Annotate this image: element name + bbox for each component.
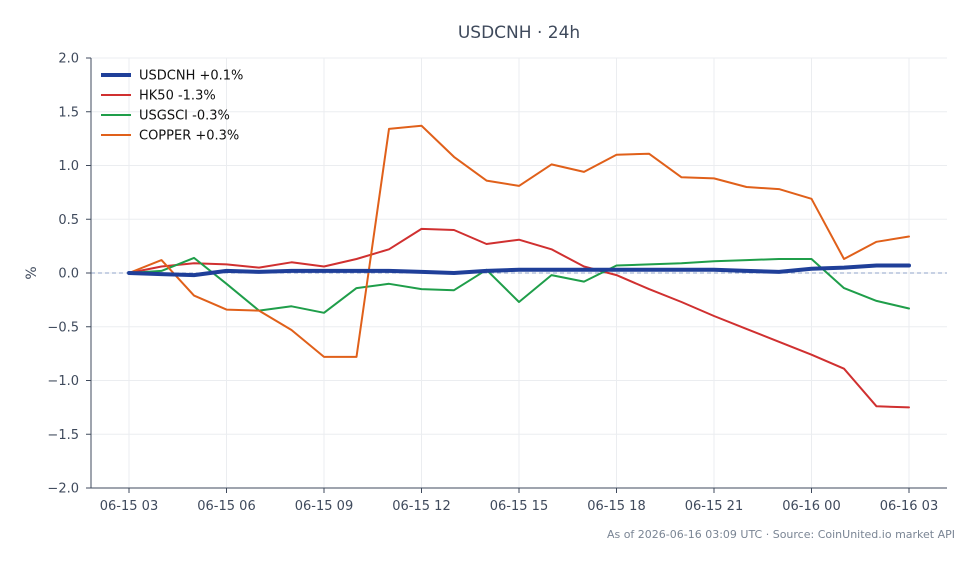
x-tick-label: 06-15 18 (587, 499, 645, 514)
y-axis-ticks: 2.0 1.5 1.0 0.5 0.0 −0.5 −1.0 −1.5 −2.0 (47, 52, 91, 497)
chart-title: USDCNH · 24h (458, 23, 580, 43)
legend: USDCNH +0.1% HK50 -1.3% USGSCI -0.3% COPPER… (101, 69, 243, 144)
x-tick-label: 06-15 12 (392, 499, 450, 514)
y-tick-label: 1.0 (58, 159, 79, 174)
legend-label-usgsci: USGSCI -0.3% (139, 109, 230, 124)
x-tick-label: 06-15 03 (100, 499, 158, 514)
y-tick-label: −2.0 (47, 482, 79, 497)
series-line-usdcnh (127, 263, 911, 278)
y-tick-label: −1.5 (47, 428, 79, 443)
y-tick-label: −0.5 (47, 320, 79, 335)
series-line-copper (128, 124, 910, 358)
y-tick-label: 2.0 (58, 52, 79, 67)
x-tick-label: 06-15 21 (685, 499, 743, 514)
legend-label-hk50: HK50 -1.3% (139, 89, 216, 104)
x-tick-label: 06-16 03 (880, 499, 938, 514)
y-axis-label: % (24, 266, 40, 279)
series-line-hk50 (128, 227, 910, 409)
x-axis-ticks: 06-15 03 06-15 06 06-15 09 06-15 12 06-15 15… (100, 488, 938, 514)
legend-label-usdcnh: USDCNH +0.1% (139, 69, 243, 84)
footer-source-note: As of 2026-06-16 03:09 UTC · Source: Coi… (607, 528, 955, 541)
y-tick-label: 1.5 (58, 105, 79, 120)
x-tick-label: 06-15 09 (295, 499, 353, 514)
legend-label-copper: COPPER +0.3% (139, 129, 239, 144)
y-tick-label: 0.0 (58, 267, 79, 282)
y-tick-label: −1.0 (47, 374, 79, 389)
series-lines (127, 124, 911, 409)
x-tick-label: 06-15 06 (197, 499, 255, 514)
x-tick-label: 06-16 00 (782, 499, 840, 514)
x-tick-label: 06-15 15 (490, 499, 548, 514)
y-tick-label: 0.5 (58, 213, 79, 228)
